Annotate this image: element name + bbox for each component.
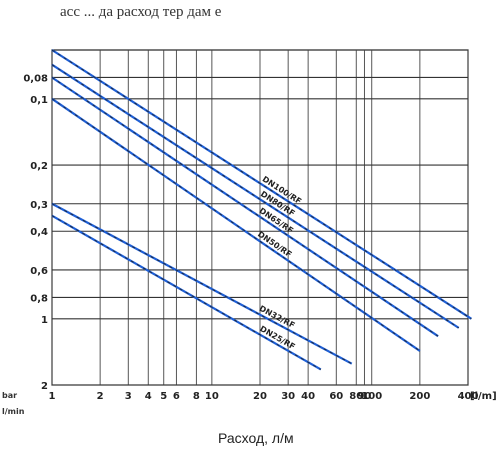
y-tick-label: 0,08 [23,73,48,84]
series-line-dn80-rf [51,63,460,329]
y-tick-label: 0,3 [30,200,48,211]
series-overlay-dn25-rf [51,215,321,370]
x-tick-label: 2 [97,391,104,402]
x-tick-label: 20 [253,391,267,402]
x-tick-label: 60 [329,391,343,402]
x-tick-label: 90 [357,391,371,402]
series-overlay-dn32-rf [51,203,352,365]
y-tick-label: 2 [41,381,48,392]
y-tick-label: 0,4 [30,227,48,238]
x-tick-label: 3 [125,391,132,402]
x-tick-label: 400 [458,391,479,402]
x-tick-label: 6 [173,391,180,402]
x-tick-label: 80 [349,391,363,402]
x-tick-label: 10 [205,391,219,402]
x-tick-label: 1 [49,391,56,402]
x-tick-label: 200 [409,391,430,402]
series-overlay-dn65-rf [51,77,439,337]
x-tick-label: 5 [160,391,167,402]
y-unit-lmin: l/min [2,407,25,416]
y-tick-label: 0,2 [30,161,48,172]
chart-title: асс ... да расход тер дам е [60,4,222,20]
series-overlay-dn50-rf [51,98,421,352]
x-tick-label: 8 [193,391,200,402]
x-tick-label: 30 [281,391,295,402]
y-tick-label: 0,8 [30,293,48,304]
x-unit-label: [l/m] [470,391,497,402]
x-tick-label: 100 [361,391,382,402]
x-axis-label: Расход, л/м [218,430,294,446]
y-tick-label: 0,1 [30,95,48,106]
x-tick-label: 4 [145,391,152,402]
series-line-dn100-rf [51,49,472,320]
y-tick-label: 1 [41,315,48,326]
series-overlay-dn100-rf [51,49,472,320]
series-group [51,49,472,371]
x-tick-label: 40 [301,391,315,402]
y-unit-bar: bar [2,391,17,400]
y-tick-label: 0,6 [30,266,48,277]
